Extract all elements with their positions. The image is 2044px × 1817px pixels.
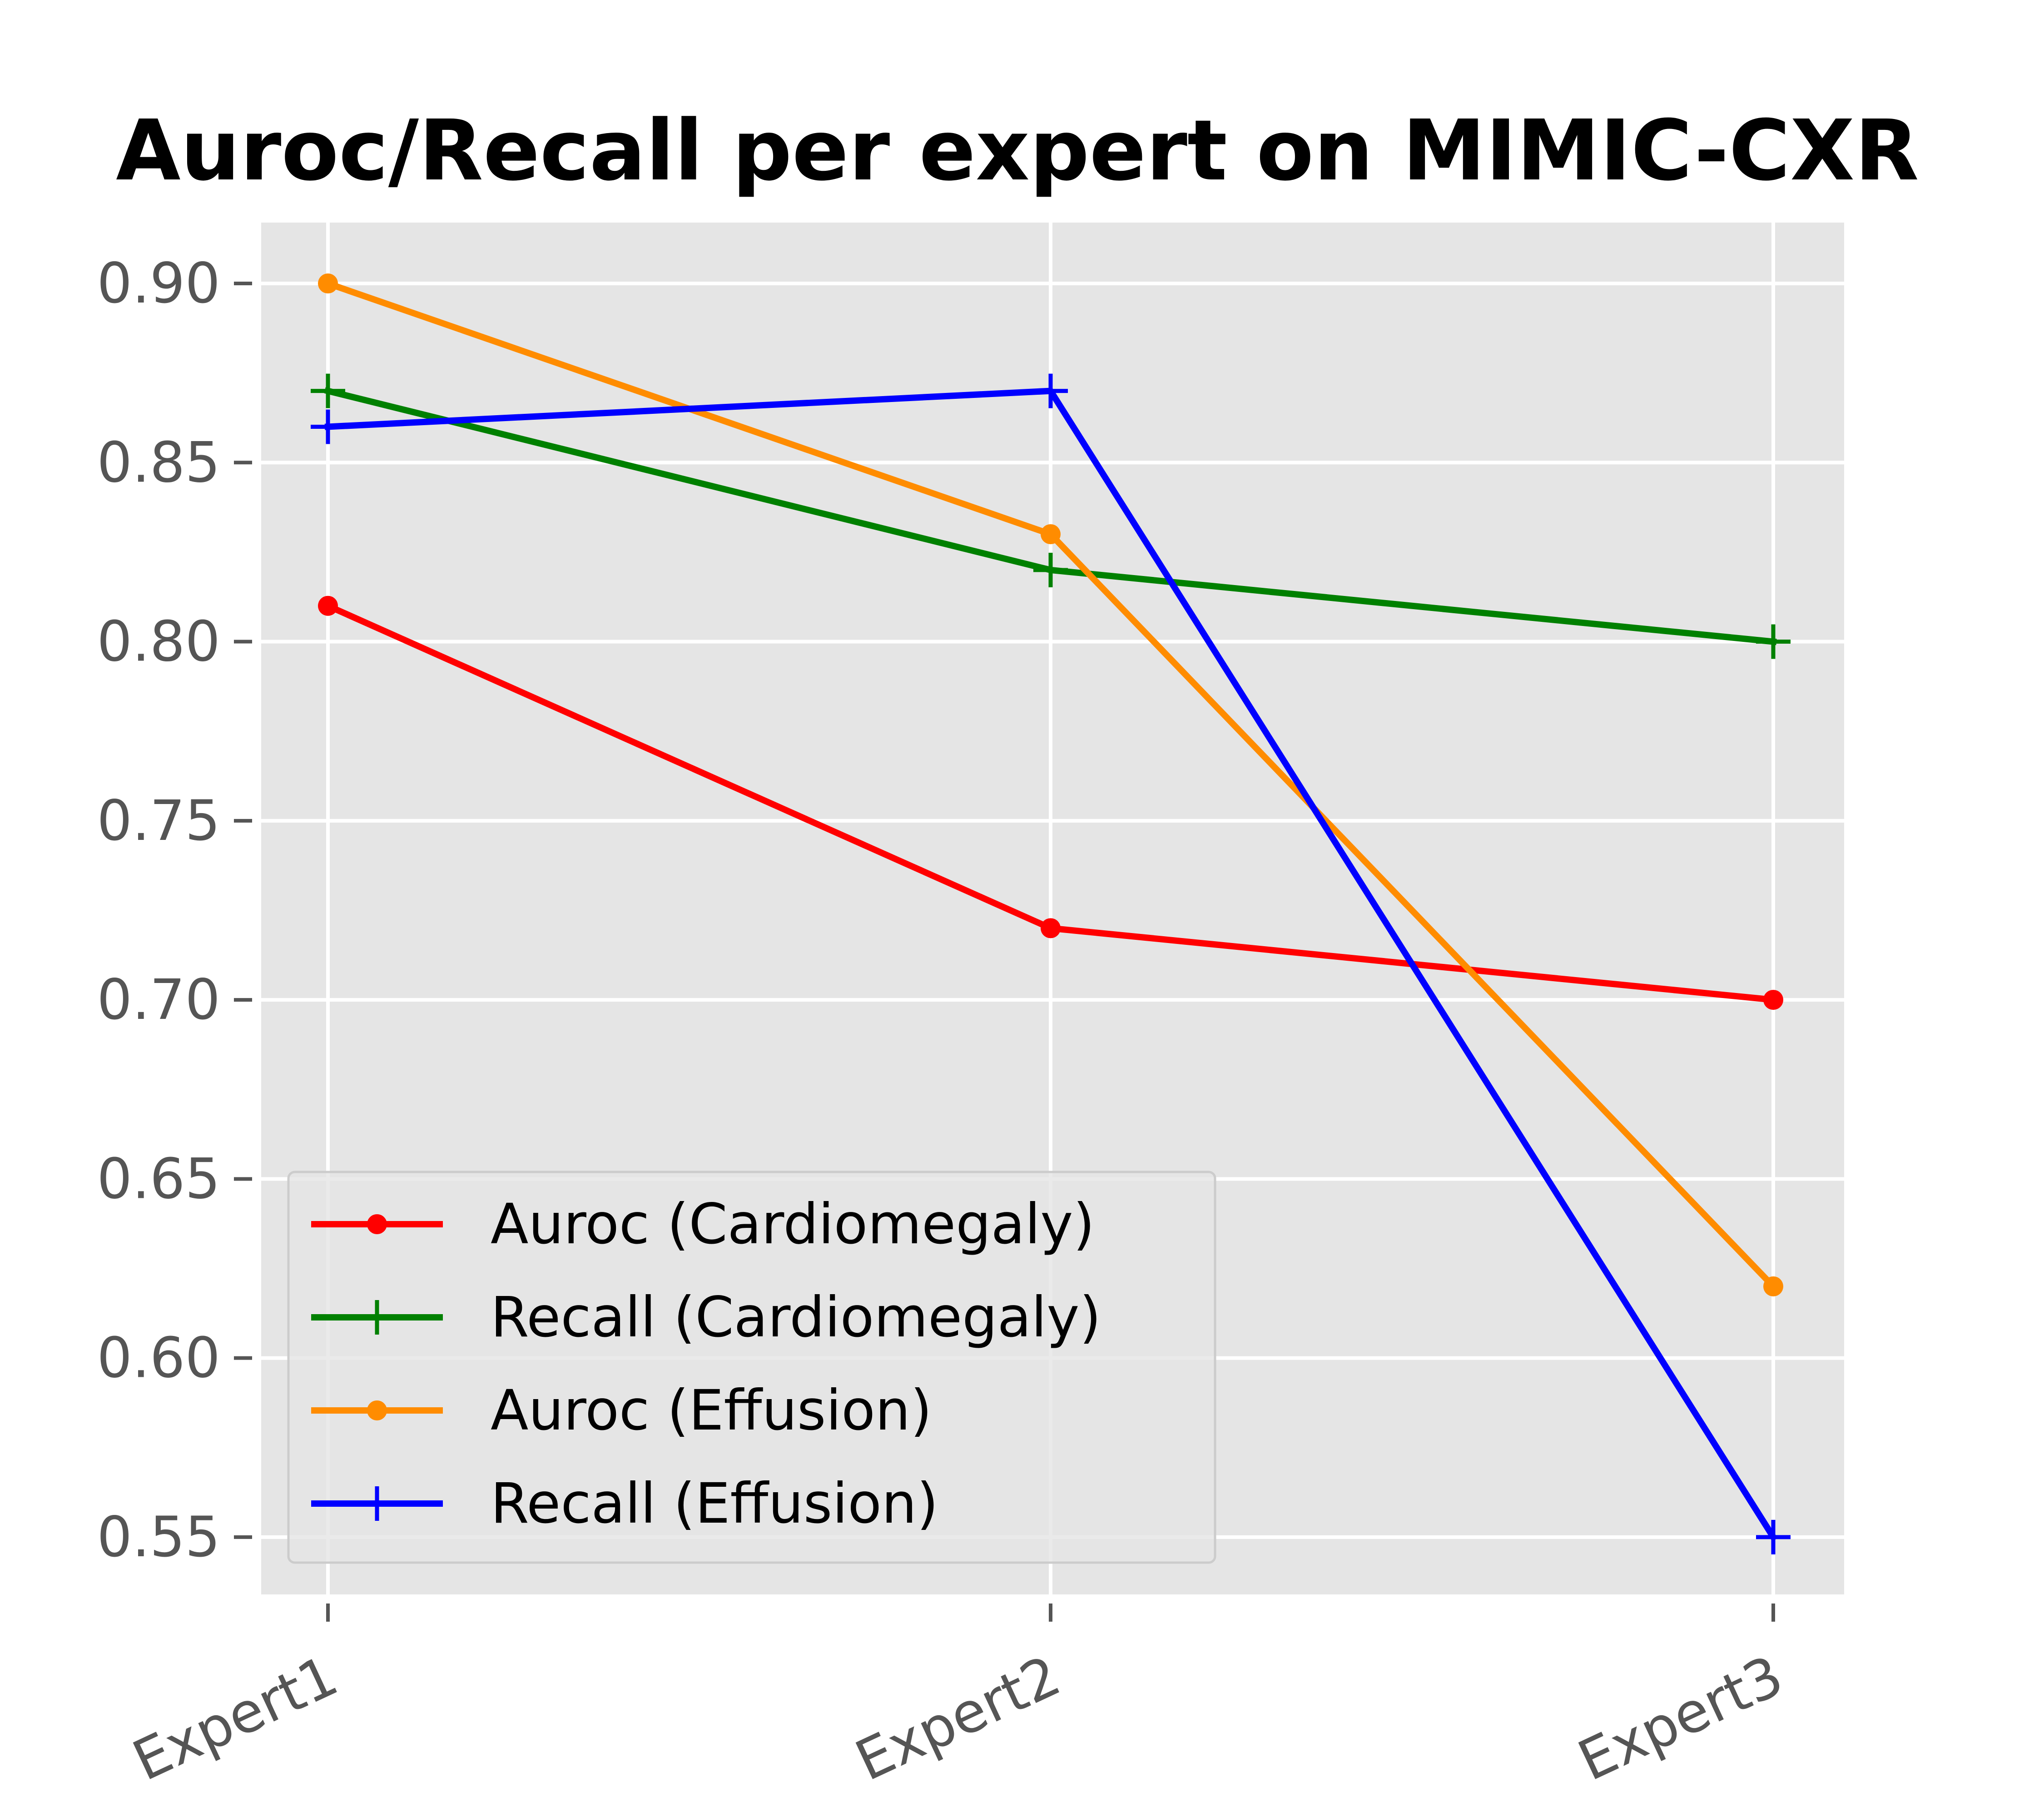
data-point: [1033, 552, 1068, 587]
legend-marker: [360, 1486, 394, 1521]
x-tick-label: Expert1: [124, 1643, 347, 1793]
x-tick-label: Expert2: [846, 1643, 1070, 1793]
legend-item: Recall (Effusion): [311, 1471, 938, 1536]
chart-title: Auroc/Recall per expert on MIMIC-CXR: [116, 102, 1919, 199]
plot-area: Expert1 Expert2 Expert3 0.90 0.85 0.80 0.75 0.7…: [97, 223, 1844, 1793]
data-point: [1041, 524, 1061, 545]
legend-marker: [367, 1214, 387, 1234]
legend-item: Recall (Cardiomegaly): [311, 1285, 1101, 1350]
data-point: [1763, 990, 1783, 1010]
legend-label: Recall (Cardiomegaly): [491, 1285, 1101, 1350]
data-point: [311, 373, 345, 408]
data-point: [1041, 918, 1061, 938]
data-point: [1033, 373, 1068, 408]
data-point: [1763, 1276, 1783, 1296]
y-tick-label: 0.70: [97, 968, 220, 1032]
legend-label: Auroc (Effusion): [491, 1378, 932, 1443]
data-point: [1756, 624, 1791, 659]
legend-marker: [367, 1400, 387, 1420]
legend-label: Recall (Effusion): [491, 1471, 938, 1536]
y-tick-label: 0.55: [97, 1505, 220, 1569]
legend-label: Auroc (Cardiomegaly): [491, 1192, 1095, 1256]
legend-frame: [287, 1171, 1216, 1564]
y-tick-label: 0.60: [97, 1326, 220, 1390]
data-point: [1756, 1519, 1791, 1554]
data-point: [318, 596, 338, 616]
data-point: [311, 409, 345, 444]
y-tick-label: 0.75: [97, 789, 220, 853]
y-tick-label: 0.80: [97, 610, 220, 674]
legend-item: Auroc (Effusion): [311, 1378, 932, 1443]
x-tick-label: Expert3: [1569, 1643, 1793, 1793]
legend-item: Auroc (Cardiomegaly): [311, 1192, 1095, 1256]
legend: Auroc (Cardiomegaly) Recall (Cardiomegaly…: [287, 1171, 1216, 1564]
y-tick-label: 0.85: [97, 430, 220, 495]
y-tick-label: 0.90: [97, 251, 220, 316]
data-point: [318, 273, 338, 294]
legend-marker: [360, 1300, 394, 1335]
y-tick-label: 0.65: [97, 1147, 220, 1211]
